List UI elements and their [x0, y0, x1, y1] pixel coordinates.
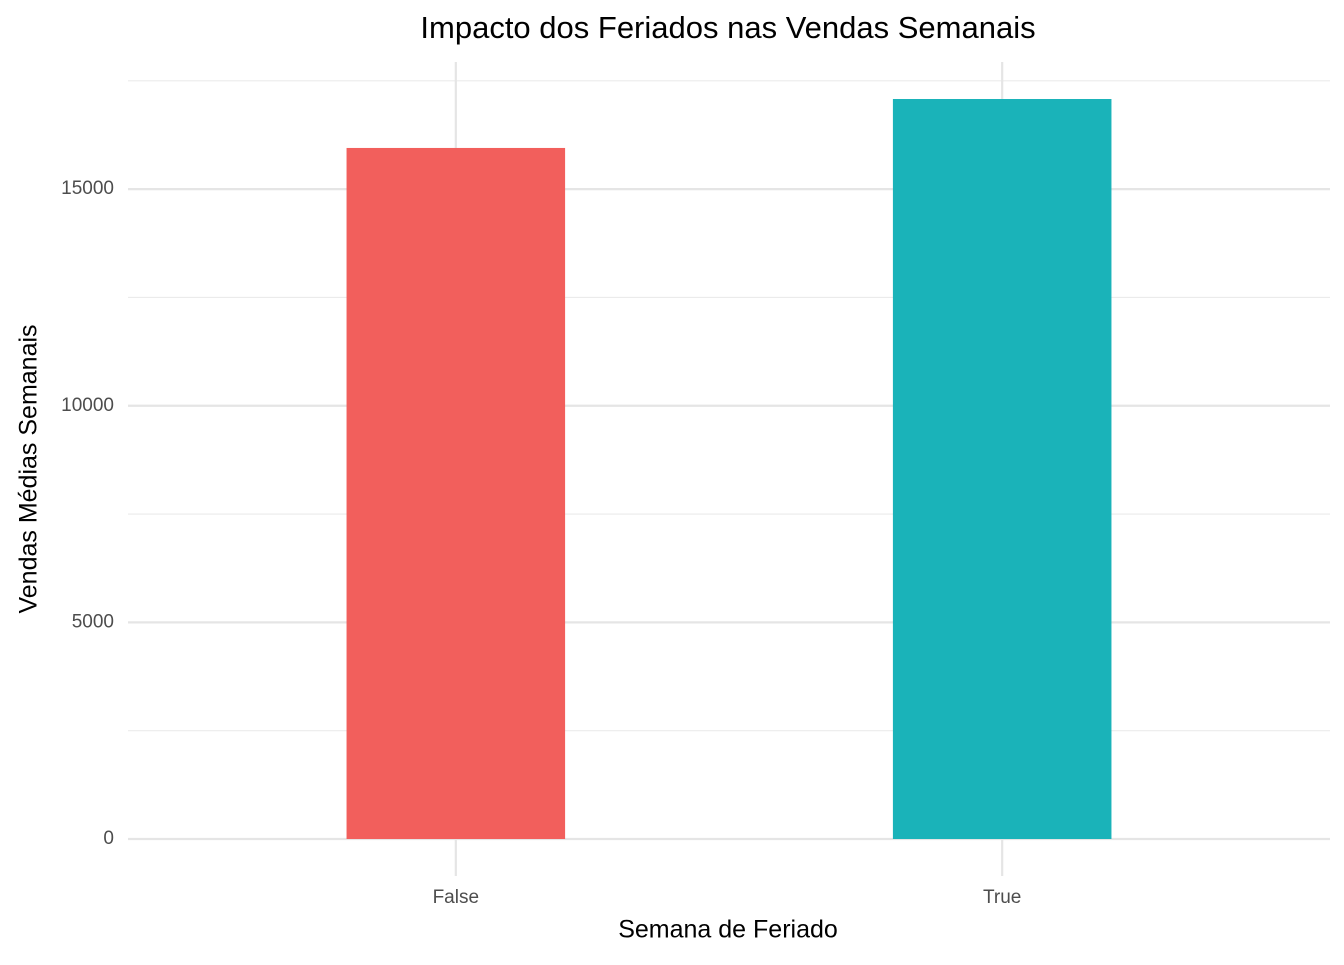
- bar: [892, 99, 1112, 839]
- y-tick-label: 0: [103, 828, 114, 849]
- x-tick-label: False: [433, 887, 479, 908]
- chart-title: Impacto dos Feriados nas Vendas Semanais: [420, 10, 1035, 45]
- y-tick-label: 15000: [61, 178, 114, 199]
- y-tick-label: 10000: [61, 395, 114, 416]
- x-axis-title: Semana de Feriado: [618, 916, 838, 944]
- y-axis-title: Vendas Médias Semanais: [15, 324, 43, 613]
- y-tick-label: 5000: [72, 611, 114, 632]
- bar: [346, 147, 566, 840]
- x-tick-label: True: [983, 887, 1021, 908]
